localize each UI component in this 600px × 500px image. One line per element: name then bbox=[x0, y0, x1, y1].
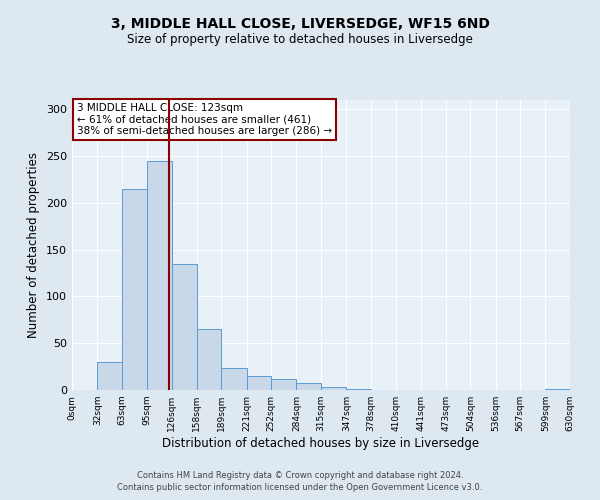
Text: Contains public sector information licensed under the Open Government Licence v3: Contains public sector information licen… bbox=[118, 484, 482, 492]
Bar bbox=[545, 389, 570, 390]
Bar bbox=[147, 161, 172, 390]
Bar bbox=[197, 329, 221, 390]
Bar bbox=[247, 376, 271, 390]
Bar bbox=[346, 389, 371, 390]
Bar bbox=[321, 387, 346, 390]
Bar bbox=[172, 264, 197, 390]
Text: 3, MIDDLE HALL CLOSE, LIVERSEDGE, WF15 6ND: 3, MIDDLE HALL CLOSE, LIVERSEDGE, WF15 6… bbox=[110, 18, 490, 32]
Bar bbox=[221, 368, 247, 390]
Text: Size of property relative to detached houses in Liversedge: Size of property relative to detached ho… bbox=[127, 32, 473, 46]
Bar bbox=[97, 362, 122, 390]
X-axis label: Distribution of detached houses by size in Liversedge: Distribution of detached houses by size … bbox=[163, 437, 479, 450]
Text: 3 MIDDLE HALL CLOSE: 123sqm
← 61% of detached houses are smaller (461)
38% of se: 3 MIDDLE HALL CLOSE: 123sqm ← 61% of det… bbox=[77, 103, 332, 136]
Bar bbox=[271, 379, 296, 390]
Y-axis label: Number of detached properties: Number of detached properties bbox=[28, 152, 40, 338]
Bar bbox=[296, 382, 321, 390]
Text: Contains HM Land Registry data © Crown copyright and database right 2024.: Contains HM Land Registry data © Crown c… bbox=[137, 471, 463, 480]
Bar bbox=[122, 189, 147, 390]
